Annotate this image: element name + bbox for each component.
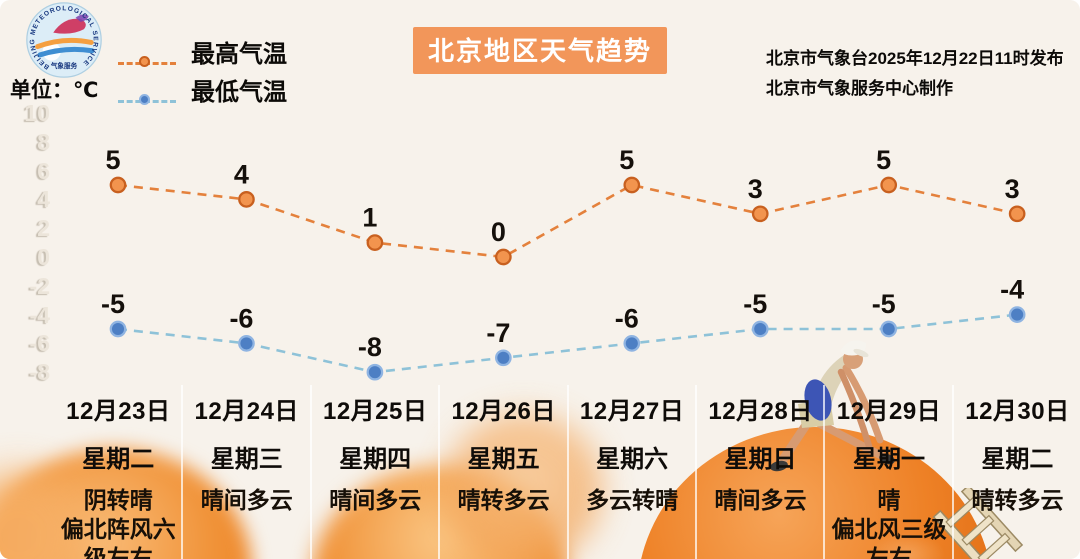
logo-bottom-text: 气象服务 xyxy=(50,61,78,70)
day-column: 12月30日 星期二晴转多云 xyxy=(953,391,1080,515)
legend-item-max-temp: 最高气温 xyxy=(118,41,287,81)
weather-text: 偏北风三级 xyxy=(831,516,947,542)
y-tick-label: 6 xyxy=(37,157,50,184)
day-date: 12月29日 xyxy=(836,398,942,425)
weather-text: 左右 xyxy=(866,545,912,559)
min-temp-line-swatch xyxy=(118,94,176,105)
day-week: 星期六 xyxy=(596,446,669,473)
page-title: 北京地区天气趋势 xyxy=(412,27,668,74)
publisher-info: 北京市气象台2025年12月22日11时发布 北京市气象服务中心制作 xyxy=(766,44,1064,104)
weather-text: 晴间多云 xyxy=(329,487,422,513)
day-column: 12月25日 星期四晴间多云 xyxy=(311,391,440,515)
y-tick-label: -6 xyxy=(29,330,50,357)
y-tick-label: 0 xyxy=(37,244,50,270)
legend-label: 最高气温 xyxy=(191,41,287,68)
day-date: 12月24日 xyxy=(194,398,299,425)
weather-text: 级左右 xyxy=(83,545,153,559)
y-tick-label: -2 xyxy=(29,272,50,299)
day-week: 星期日 xyxy=(724,446,797,473)
weather-text: 晴转多云 xyxy=(457,487,550,513)
day-weather: 晴间多云 xyxy=(311,486,440,515)
min-temp-marker-icon xyxy=(139,94,150,105)
weather-text: 晴转多云 xyxy=(971,487,1064,513)
day-weather: 晴偏北风三级 左右 xyxy=(825,486,954,559)
day-weather: 晴转多云 xyxy=(439,486,568,515)
ladder-figure xyxy=(932,488,1024,559)
column-divider xyxy=(309,385,312,559)
day-column: 12月28日 星期日晴间多云 xyxy=(696,391,825,515)
day-column: 12月29日 星期一晴偏北风三级左右 xyxy=(825,391,954,559)
y-tick-label: 10 xyxy=(24,100,50,126)
day-week: 星期三 xyxy=(210,446,283,473)
y-tick-label: 4 xyxy=(37,186,50,213)
weather-text: 晴 xyxy=(877,487,901,513)
unit-label: 单位：℃ xyxy=(10,79,99,102)
weather-text: 偏北阵风六 xyxy=(60,516,176,542)
y-tick-label: -8 xyxy=(29,359,50,386)
day-column: 12月27日 星期六多云转晴 xyxy=(568,391,697,515)
weather-text: 晴间多云 xyxy=(714,487,807,513)
legend-item-min-temp: 最低气温 xyxy=(118,79,287,119)
day-weather: 晴间多云 xyxy=(182,486,311,515)
weather-text: 阴转晴 xyxy=(83,487,153,513)
day-date: 12月30日 xyxy=(965,398,1070,425)
y-tick-label: 2 xyxy=(37,215,50,242)
issued-line: 北京市气象台2025年12月22日11时发布 xyxy=(766,49,1064,68)
day-date: 12月23日 xyxy=(66,398,171,425)
day-week: 星期二 xyxy=(981,446,1054,473)
weather-text: 多云转晴 xyxy=(586,487,679,513)
day-column: 12月24日 星期三晴间多云 xyxy=(182,391,311,515)
weather-text: 晴间多云 xyxy=(200,487,293,513)
column-divider xyxy=(438,385,441,559)
day-date: 12月26日 xyxy=(451,398,556,425)
legend-label: 最低气温 xyxy=(191,79,287,106)
column-divider xyxy=(695,385,698,559)
day-column: 12月23日 星期二阴转晴偏北阵风六级左右 xyxy=(54,391,183,559)
day-week: 星期二 xyxy=(82,446,155,473)
day-date: 12月27日 xyxy=(579,398,685,425)
day-week: 星期五 xyxy=(467,446,540,473)
column-divider xyxy=(181,385,184,559)
day-weather: 多云转晴 xyxy=(568,486,697,515)
max-temp-line-swatch xyxy=(118,56,176,67)
y-tick-label: -4 xyxy=(29,301,50,328)
day-column: 12月26日 星期五晴转多云 xyxy=(439,391,568,515)
day-date: 12月28日 xyxy=(708,398,813,425)
y-tick-label: 8 xyxy=(37,128,50,155)
column-divider xyxy=(823,385,826,559)
day-week: 星期一 xyxy=(853,446,925,473)
column-divider xyxy=(951,385,954,559)
day-weather: 晴间多云 xyxy=(696,486,825,515)
producer-line: 北京市气象服务中心制作 xyxy=(766,79,953,98)
persimmon-blob xyxy=(446,414,602,559)
day-week: 星期四 xyxy=(339,446,412,473)
max-temp-marker-icon xyxy=(139,56,150,67)
column-divider xyxy=(566,385,569,559)
meteorological-service-logo: BEIJING METEOROLOGICAL SERVICE 气象服务 xyxy=(26,2,102,78)
day-weather: 阴转晴偏北阵风六级左右 xyxy=(54,486,183,559)
day-date: 12月25日 xyxy=(322,398,428,425)
day-weather: 晴转多云 xyxy=(953,486,1080,515)
